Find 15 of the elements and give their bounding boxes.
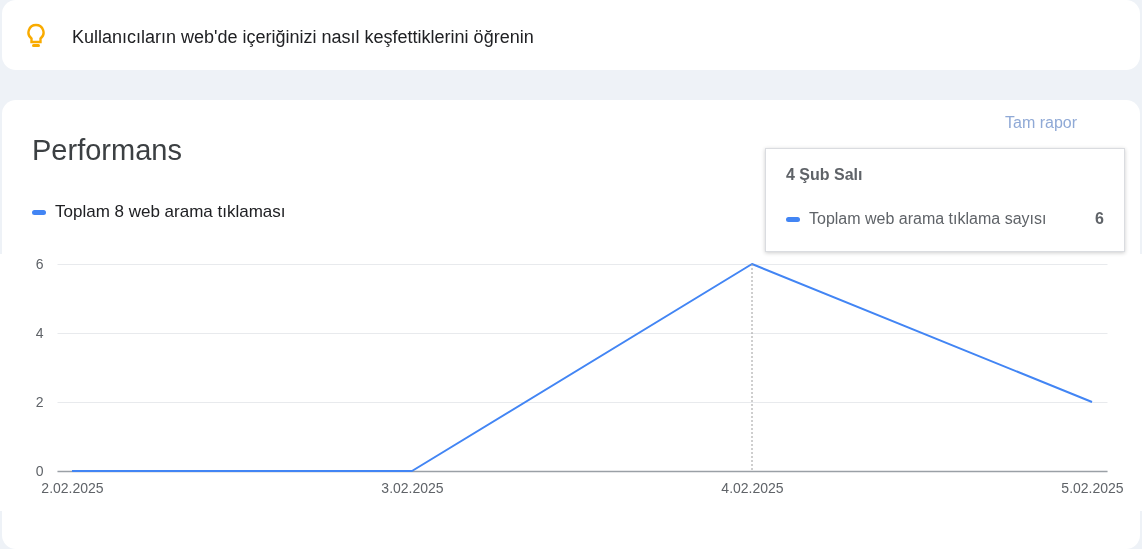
x-tick-label: 2.02.2025 xyxy=(41,479,104,496)
text: 4 Şub Salı xyxy=(786,166,863,184)
text: Tam rapor xyxy=(1005,114,1078,132)
y-tick-label: 6 xyxy=(35,255,44,272)
text: 6 xyxy=(1095,210,1104,228)
text: Kullanıcıların web'de içeriğinizi nasıl keşfettiklerini öğrenin xyxy=(72,27,534,48)
x-tick-label: 3.02.2025 xyxy=(381,479,444,496)
legend-label: Toplam 8 web arama tıklaması xyxy=(54,202,286,222)
chart-title: Performans xyxy=(32,134,182,167)
x-tick-label: 4.02.2025 xyxy=(721,479,784,496)
x-tick-label: 5.02.2025 xyxy=(1061,479,1124,496)
y-tick-label: 0 xyxy=(35,462,44,479)
y-tick-label: 4 xyxy=(35,324,44,341)
text: Toplam web arama tıklama sayısı xyxy=(808,210,1047,228)
y-tick-label: 2 xyxy=(35,393,44,410)
